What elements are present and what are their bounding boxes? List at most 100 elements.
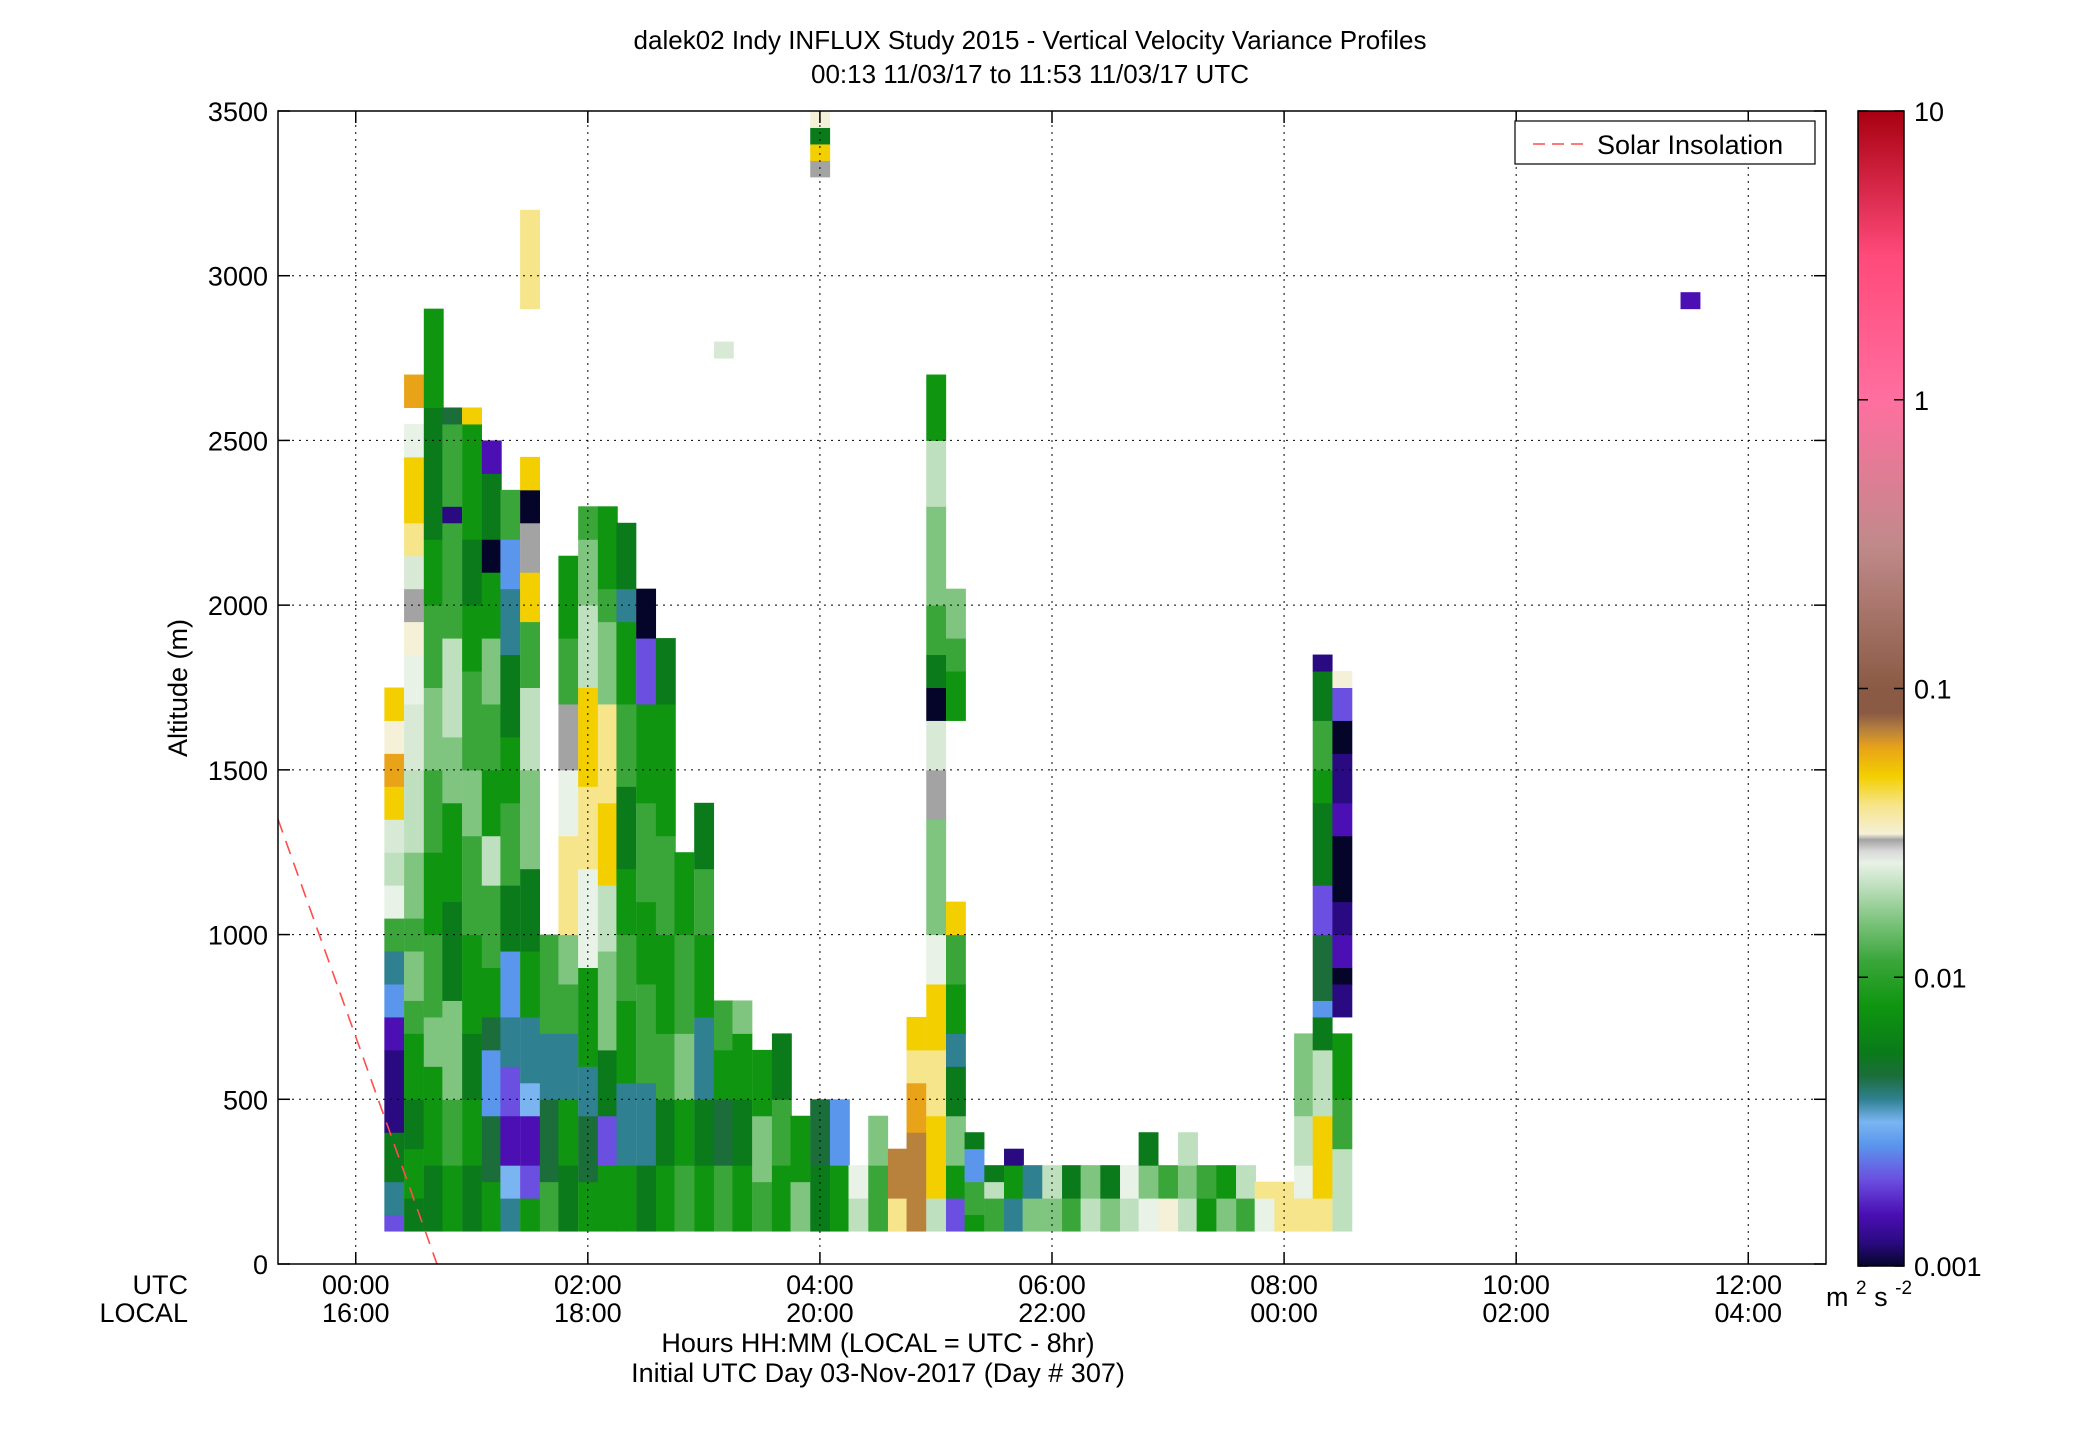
- heatmap-cell: [384, 983, 405, 1018]
- heatmap-cell: [404, 769, 424, 853]
- heatmap-cell: [636, 588, 657, 639]
- heatmap-cell: [1332, 687, 1353, 721]
- heatmap-cell: [404, 1198, 424, 1232]
- heatmap-cell: [404, 588, 424, 623]
- heatmap-cell: [790, 1181, 811, 1232]
- heatmap-cell: [694, 1099, 715, 1166]
- heatmap-cell: [1312, 671, 1333, 721]
- heatmap-cell: [404, 654, 424, 705]
- y-tick-label: 1000: [208, 921, 268, 951]
- x-tick-label-utc: 04:00: [786, 1270, 854, 1300]
- heatmap-cell: [771, 1099, 792, 1166]
- heatmap-cell: [423, 1066, 444, 1166]
- heatmap-cell: [655, 934, 676, 1034]
- heatmap-cell: [926, 605, 947, 656]
- heatmap-cell: [1332, 835, 1353, 903]
- y-tick-label: 3500: [208, 97, 268, 127]
- heatmap-cell: [790, 1115, 811, 1183]
- heatmap-cell: [1062, 1165, 1082, 1199]
- heatmap-cell: [616, 934, 637, 1001]
- heatmap-cell: [404, 374, 424, 408]
- heatmap-cell: [1080, 1165, 1101, 1199]
- heatmap-cell: [384, 852, 405, 886]
- heatmap-cell: [520, 1016, 541, 1084]
- heatmap-cell: [1138, 1198, 1159, 1232]
- heatmap-cell: [1332, 720, 1353, 754]
- heatmap-cell: [404, 522, 424, 557]
- heatmap-cell: [384, 687, 405, 721]
- heatmap-cell: [906, 1082, 927, 1133]
- heatmap-cell: [616, 1165, 637, 1232]
- heatmap-cell: [655, 703, 676, 837]
- heatmap-cell: [945, 1115, 966, 1166]
- heatmap-cell: [442, 638, 463, 738]
- legend-solar-label: Solar Insolation: [1597, 130, 1783, 160]
- heatmap-cell: [694, 802, 715, 870]
- heatmap-cell: [926, 1049, 947, 1117]
- heatmap-cell: [887, 1148, 908, 1199]
- heatmap-cell: [771, 1165, 792, 1232]
- heatmap-cell: [558, 835, 579, 936]
- heatmap-cell: [500, 1016, 521, 1067]
- heatmap-cell: [384, 885, 405, 919]
- heatmap-cell: [926, 654, 947, 688]
- heatmap-cell: [558, 638, 579, 705]
- heatmap-cell: [539, 1033, 560, 1100]
- heatmap-cell: [384, 1016, 405, 1051]
- heatmap-cell: [1100, 1165, 1121, 1199]
- heatmap-cell: [442, 802, 463, 903]
- heatmap-cell: [926, 720, 947, 771]
- heatmap-cell: [1332, 802, 1353, 837]
- heatmap-cell: [1254, 1181, 1275, 1199]
- heatmap-cell: [404, 555, 424, 590]
- heatmap-cell: [500, 588, 521, 656]
- heatmap-cell: [1120, 1198, 1140, 1232]
- heatmap-cell: [655, 1099, 676, 1166]
- heatmap-cell: [520, 868, 541, 952]
- heatmap-cell: [945, 901, 966, 936]
- heatmap-cell: [906, 1016, 927, 1051]
- heatmap-cell: [500, 951, 521, 1018]
- colorbar-units-sup1: 2: [1856, 1278, 1867, 1299]
- heatmap-cell: [964, 1132, 985, 1150]
- heatmap-cell: [713, 1099, 734, 1166]
- heatmap-cell: [423, 308, 444, 408]
- heatmap-cell: [481, 967, 502, 1018]
- heatmap-cell: [1138, 1165, 1159, 1199]
- heatmap-cell: [945, 1066, 966, 1117]
- heatmap-cell: [481, 835, 502, 886]
- heatmap-cell: [442, 1000, 463, 1100]
- heatmap-cell: [520, 769, 541, 870]
- heatmap-cell: [1158, 1198, 1179, 1232]
- heatmap-cell: [1312, 1198, 1333, 1232]
- heatmap-cell: [1080, 1198, 1101, 1232]
- x-tick-label-utc: 12:00: [1714, 1270, 1782, 1300]
- heatmap-cell: [481, 638, 502, 705]
- heatmap-cell: [926, 687, 947, 721]
- heatmap-cell: [481, 539, 502, 573]
- heatmap-cell: [655, 1033, 676, 1100]
- heatmap-cell: [810, 127, 831, 145]
- heatmap-cell: [481, 1181, 502, 1232]
- heatmap-cell: [1004, 1165, 1024, 1199]
- heatmap-cell: [578, 967, 599, 1067]
- heatmap-cell: [384, 720, 405, 754]
- heatmap-cell: [674, 1165, 695, 1232]
- heatmap-cell: [1236, 1165, 1256, 1199]
- heatmap-cell: [752, 1049, 773, 1117]
- heatmap-cell: [655, 638, 676, 705]
- x-tick-label-local: 16:00: [322, 1298, 390, 1328]
- heatmap-cell: [616, 703, 637, 787]
- heatmap-cell: [462, 671, 482, 771]
- heatmap-cell: [1332, 983, 1353, 1018]
- heatmap-cell: [1178, 1198, 1198, 1232]
- heatmap-cell: [520, 522, 541, 573]
- heatmap-cell: [1312, 1115, 1333, 1199]
- heatmap-cell: [868, 1165, 889, 1232]
- heatmap-cell: [404, 1148, 424, 1199]
- colorbar-tick-label: 0.01: [1914, 963, 1967, 993]
- heatmap-cell: [558, 555, 579, 639]
- heatmap-cell: [520, 621, 541, 688]
- heatmap-cell: [442, 506, 463, 524]
- heatmap-cell: [578, 687, 599, 787]
